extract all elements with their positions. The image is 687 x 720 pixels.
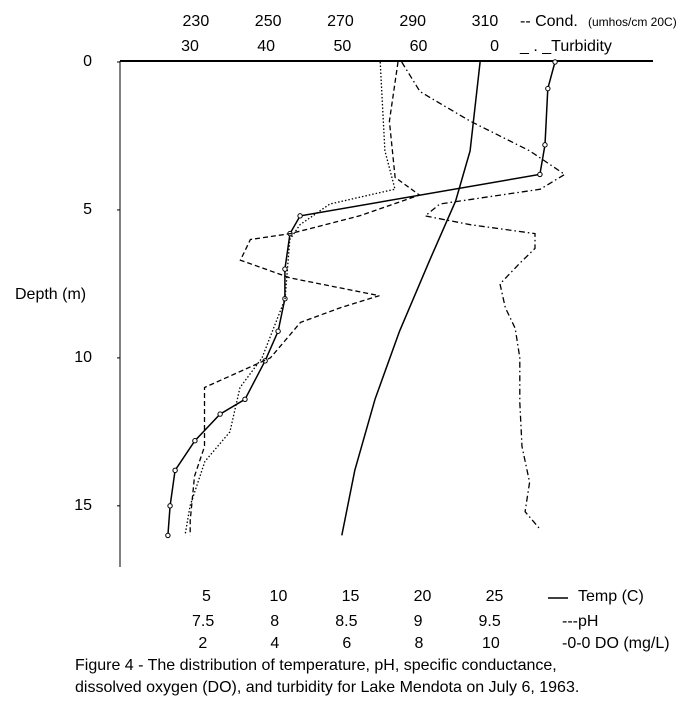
x-tick-label: 8.5 [335, 613, 357, 630]
series-marker [172, 467, 178, 474]
series-line [189, 61, 421, 536]
x-tick-label: 7.5 [192, 613, 214, 630]
x-tick-label: 10 [482, 635, 500, 652]
series-marker [165, 532, 171, 539]
x-tick-label: 60 [410, 38, 428, 55]
series-marker [297, 213, 303, 219]
y-tick-label: 15 [74, 497, 92, 514]
y-axis-label: Depth (m) [15, 286, 86, 303]
x-tick-label: 290 [399, 13, 426, 30]
series-line [341, 61, 481, 536]
series-marker [542, 142, 548, 148]
y-tick-label: 5 [83, 201, 92, 218]
x-tick-label: 9.5 [479, 613, 501, 630]
x-tick-label: 0 [490, 38, 499, 55]
axis-label: -- Cond. [520, 13, 578, 30]
x-tick-label: 30 [181, 38, 199, 55]
series-marker [275, 328, 281, 334]
x-tick-label: 6 [342, 635, 351, 652]
axis-label: _ . _Turbidity [519, 38, 612, 55]
x-tick-label: 15 [342, 588, 360, 605]
series-line [184, 61, 396, 536]
series-marker [282, 266, 288, 272]
series-marker [192, 438, 198, 444]
axis-unit: (umhos/cm 20C) [588, 15, 677, 29]
y-tick-label: 0 [83, 53, 92, 70]
x-tick-label: 4 [270, 635, 279, 652]
x-tick-label: 10 [270, 588, 288, 605]
axis-label: Temp (C) [578, 588, 644, 605]
series-line [167, 61, 556, 536]
x-tick-label: 230 [183, 13, 210, 30]
x-tick-label: 2 [198, 635, 207, 652]
x-tick-label: 40 [257, 38, 275, 55]
x-tick-label: 270 [327, 13, 354, 30]
axis-label: -0-0 DO (mg/L) [562, 635, 670, 652]
series-line [401, 61, 566, 530]
series-marker [242, 396, 248, 403]
series-marker [217, 411, 223, 417]
series-marker [167, 503, 173, 509]
series-marker [545, 85, 551, 92]
x-tick-label: 20 [414, 588, 432, 605]
caption: Figure 4 - The distribution of temperatu… [75, 657, 557, 674]
x-tick-label: 8 [270, 613, 279, 630]
x-tick-label: 5 [202, 588, 211, 605]
axis-label: ---pH [562, 613, 598, 630]
caption: dissolved oxygen (DO), and turbidity for… [75, 679, 579, 696]
x-tick-label: 8 [414, 635, 423, 652]
series-marker [537, 171, 543, 178]
x-tick-label: 25 [486, 588, 504, 605]
x-tick-label: 9 [414, 613, 423, 630]
y-tick-label: 10 [74, 349, 92, 366]
x-tick-label: 50 [333, 38, 351, 55]
series-marker [552, 59, 558, 65]
x-tick-label: 250 [255, 13, 282, 30]
x-tick-label: 310 [472, 13, 499, 30]
